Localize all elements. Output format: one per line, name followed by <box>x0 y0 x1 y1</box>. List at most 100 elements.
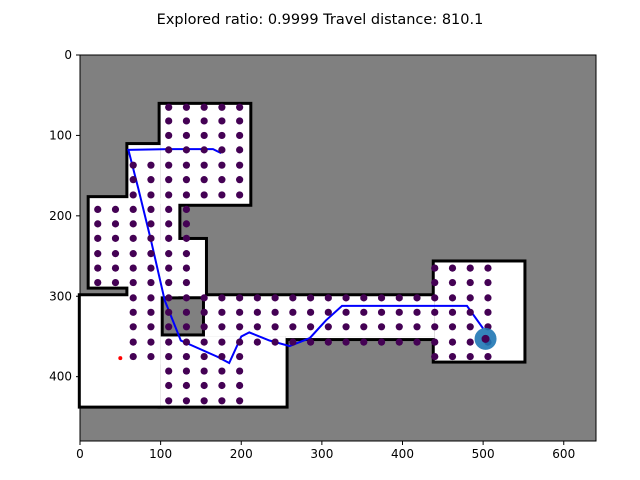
frontier-point <box>484 308 492 316</box>
frontier-point <box>182 338 191 346</box>
frontier-point <box>484 294 492 302</box>
frontier-points-layer <box>94 103 492 405</box>
frontier-point <box>324 323 332 331</box>
frontier-point <box>182 205 191 213</box>
frontier-point <box>165 131 173 140</box>
frontier-point <box>431 338 439 346</box>
frontier-point <box>342 308 350 316</box>
frontier-point <box>236 146 244 154</box>
frontier-point <box>218 103 226 111</box>
frontier-point <box>324 308 332 316</box>
frontier-point <box>395 294 403 302</box>
frontier-point <box>129 308 137 316</box>
frontier-point <box>218 191 226 199</box>
frontier-point <box>129 338 137 346</box>
frontier-point <box>182 234 191 242</box>
x-tick-label: 100 <box>149 447 172 461</box>
frontier-point <box>289 323 297 331</box>
marker-layer <box>118 327 497 361</box>
frontier-point <box>182 176 191 184</box>
frontier-point <box>360 338 368 346</box>
frontier-point <box>165 117 173 125</box>
frontier-point <box>236 131 244 140</box>
frontier-point <box>94 278 102 287</box>
frontier-point <box>218 397 226 405</box>
frontier-point <box>147 161 155 169</box>
frontier-point <box>165 397 173 405</box>
x-tick-label: 400 <box>391 447 414 461</box>
frontier-point <box>431 323 439 331</box>
frontier-point <box>218 117 226 125</box>
frontier-point <box>94 205 102 213</box>
frontier-point <box>200 381 208 390</box>
frontier-point <box>200 176 208 184</box>
frontier-point <box>448 323 457 331</box>
frontier-point <box>165 294 173 302</box>
frontier-point <box>271 294 279 302</box>
frontier-point <box>466 352 474 361</box>
frontier-point <box>147 234 155 242</box>
frontier-point <box>200 397 208 405</box>
y-tick-label: 400 <box>49 370 72 384</box>
start-marker <box>118 356 123 361</box>
frontier-point <box>377 308 386 316</box>
y-tick-label: 200 <box>49 209 72 223</box>
travel-path <box>127 148 484 365</box>
frontier-point <box>165 338 173 346</box>
frontier-point <box>182 308 191 316</box>
frontier-point <box>129 264 137 272</box>
frontier-point <box>306 294 315 302</box>
frontier-point <box>431 278 439 287</box>
frontier-point <box>360 294 368 302</box>
frontier-point <box>165 176 173 184</box>
frontier-point <box>218 146 226 154</box>
frontier-point <box>466 294 474 302</box>
frontier-point <box>377 338 386 346</box>
y-tick-label: 300 <box>49 289 72 303</box>
frontier-point <box>200 161 208 169</box>
frontier-point <box>395 338 403 346</box>
frontier-point <box>165 161 173 169</box>
frontier-point <box>200 323 208 331</box>
frontier-point <box>111 234 120 242</box>
frontier-point <box>236 397 244 405</box>
frontier-point <box>147 191 155 199</box>
frontier-point <box>165 308 173 316</box>
frontier-point <box>200 191 208 199</box>
frontier-point <box>200 367 208 375</box>
frontier-point <box>236 191 244 199</box>
frontier-point <box>236 176 244 184</box>
frontier-point <box>111 205 120 213</box>
frontier-point <box>111 250 120 258</box>
frontier-point <box>448 352 457 361</box>
frontier-point <box>395 308 403 316</box>
frontier-point <box>182 264 191 272</box>
frontier-point <box>182 294 191 302</box>
frontier-point <box>129 161 137 169</box>
frontier-point <box>431 352 439 361</box>
frontier-point <box>147 338 155 346</box>
frontier-point <box>129 323 137 331</box>
frontier-point <box>129 176 137 184</box>
frontier-point <box>236 338 244 346</box>
frontier-point <box>448 264 457 272</box>
frontier-point <box>111 220 120 228</box>
frontier-point <box>218 308 226 316</box>
frontier-point <box>165 220 173 228</box>
frontier-point <box>129 220 137 228</box>
frontier-point <box>165 103 173 111</box>
frontier-point <box>253 338 261 346</box>
frontier-point <box>94 220 102 228</box>
frontier-point <box>484 264 492 272</box>
frontier-point <box>129 191 137 199</box>
frontier-point <box>165 278 173 287</box>
frontier-point <box>377 294 386 302</box>
free-region <box>89 198 161 287</box>
free-region <box>204 296 435 337</box>
frontier-point <box>182 161 191 169</box>
frontier-point <box>182 131 191 140</box>
frontier-point <box>200 117 208 125</box>
y-tick-label: 0 <box>64 48 72 62</box>
